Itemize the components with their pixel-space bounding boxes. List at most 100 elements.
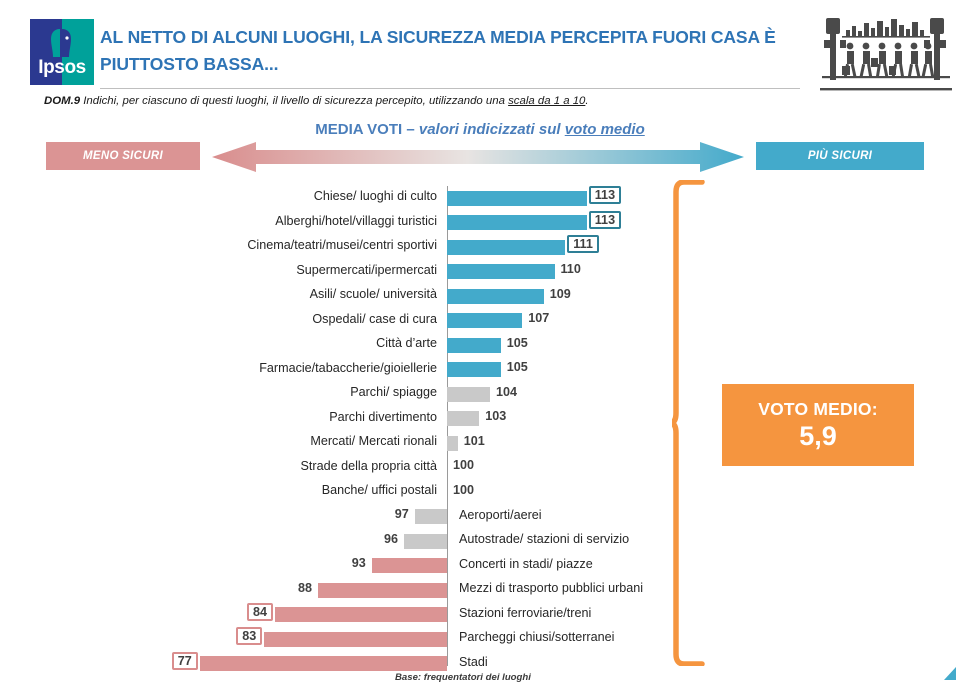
corner-mark-icon	[944, 667, 956, 680]
category-label: Stazioni ferroviarie/treni	[459, 605, 592, 620]
ipsos-face-logo-icon	[51, 29, 71, 57]
category-label: Cinema/teatri/musei/centri sportivi	[247, 238, 437, 252]
value-label: 83	[236, 627, 263, 645]
pedestrians-crossing-city-icon	[820, 18, 952, 91]
base-note: Base: frequentatori dei luoghi	[395, 672, 531, 683]
chart-row: Chiese/ luoghi di culto 113	[0, 186, 960, 211]
chart-row: Parcheggi chiusi/sotterranei 83	[0, 627, 960, 652]
value-label: 109	[549, 286, 571, 301]
bar-3	[447, 239, 566, 255]
value-label: 105	[506, 335, 528, 350]
category-label: Asili/ scuole/ università	[309, 287, 437, 301]
chart-title-bold: MEDIA VOTI –	[315, 121, 419, 138]
category-label: Banche/ uffici postali	[321, 483, 437, 497]
chart-row: Supermercati/ipermercati 110	[0, 260, 960, 285]
label-more-safe: PIÙ SICURI	[756, 142, 924, 170]
category-label: Aeroporti/aerei	[459, 507, 542, 522]
bar-chart: Chiese/ luoghi di culto 113 Alberghi/hotel…	[0, 178, 960, 674]
chart-title: MEDIA VOTI – valori indicizzati sul voto…	[0, 121, 960, 138]
bar-20	[199, 656, 447, 671]
category-label: Concerti in stadi/ piazze	[459, 556, 593, 571]
chart-row: Mezzi di trasporto pubblici urbani 88	[0, 578, 960, 603]
bar-14	[414, 509, 447, 524]
category-label: Stadi	[459, 654, 488, 669]
chart-row: Stadi 77	[0, 651, 960, 677]
value-label: 113	[588, 186, 622, 204]
chart-row: Cinema/teatri/musei/centri sportivi 111	[0, 235, 960, 260]
category-label: Chiese/ luoghi di culto	[313, 189, 437, 203]
question-text: Indichi, per ciascuno di questi luoghi, …	[80, 95, 509, 107]
chart-row: Autostrade/ stazioni di servizio 96	[0, 529, 960, 554]
question-line: DOM.9 Indichi, per ciascuno di questi lu…	[44, 95, 589, 107]
value-label: 77	[171, 651, 198, 670]
value-label: 101	[463, 433, 485, 448]
average-vote-callout: VOTO MEDIO: 5,9	[722, 384, 914, 466]
chart-row: Aeroporti/aerei 97	[0, 505, 960, 530]
category-label: Parchi divertimento	[329, 409, 437, 424]
chart-title-underlined: voto medio	[564, 121, 645, 138]
chart-row: Concerti in stadi/ piazze 93	[0, 554, 960, 579]
value-label: 88	[297, 580, 312, 595]
chart-row: Città d’arte 105	[0, 333, 960, 358]
callout-label: VOTO MEDIO:	[758, 398, 878, 419]
bar-6	[447, 313, 523, 328]
chart-row: Parchi/ spiagge 104	[0, 382, 960, 407]
value-label: 104	[496, 384, 518, 399]
category-label: Autostrade/ stazioni di servizio	[459, 532, 630, 546]
page-title: AL NETTO DI ALCUNI LUOGHI, LA SICUREZZA …	[100, 27, 776, 74]
chart-baseline-axis	[447, 186, 449, 666]
value-label: 107	[528, 311, 550, 325]
category-label: Città d’arte	[376, 336, 437, 350]
value-label: 93	[351, 556, 366, 570]
bar-8	[447, 362, 501, 377]
category-label: Supermercati/ipermercati	[296, 262, 437, 277]
category-label: Mercati/ Mercati rionali	[310, 434, 437, 448]
value-label: 103	[485, 409, 507, 423]
value-label: 110	[560, 262, 581, 276]
category-label: Ospedali/ case di cura	[312, 311, 437, 326]
value-label: 111	[567, 235, 599, 253]
chart-row: Mercati/ Mercati rionali 101	[0, 431, 960, 456]
ipsos-logo: Ipsos	[30, 19, 94, 85]
bar-5	[447, 288, 544, 304]
value-label: 100	[453, 482, 475, 497]
category-label: Strade della propria città	[300, 458, 437, 473]
chart-row: Ospedali/ case di cura 107	[0, 309, 960, 334]
ipsos-wordmark: Ipsos	[38, 57, 86, 78]
chart-row: Banche/ uffici postali 100	[0, 480, 960, 505]
chart-row: Parchi divertimento 103	[0, 407, 960, 432]
question-scale: scala da 1 a 10	[508, 95, 586, 107]
value-label: 105	[506, 360, 528, 374]
double-headed-arrow-icon	[212, 142, 744, 172]
bar-16	[371, 558, 447, 573]
value-label: 84	[246, 602, 273, 621]
category-label: Mezzi di trasporto pubblici urbani	[459, 581, 644, 595]
chart-row: Strade della propria città 100	[0, 456, 960, 481]
chart-title-italic: valori indicizzati sul	[418, 121, 565, 138]
value-label: 97	[394, 507, 409, 521]
chart-row: Farmacie/tabaccherie/gioiellerie 105	[0, 358, 960, 383]
bar-19	[264, 631, 447, 647]
value-label: 96	[383, 531, 398, 546]
question-end: .	[585, 95, 589, 107]
bar-15	[404, 533, 447, 549]
value-label: 113	[588, 210, 622, 229]
category-label: Farmacie/tabaccherie/gioiellerie	[259, 360, 437, 375]
value-label: 100	[453, 458, 475, 472]
label-less-safe: MENO SICURI	[46, 142, 200, 170]
bar-10	[447, 411, 480, 426]
bar-7	[447, 337, 501, 353]
bar-17	[318, 582, 447, 598]
bar-18	[275, 607, 447, 622]
bar-4	[447, 264, 555, 279]
chart-row: Stazioni ferroviarie/treni 84	[0, 602, 960, 628]
bar-11	[447, 435, 458, 451]
chart-row: Asili/ scuole/ università 109	[0, 284, 960, 309]
category-label: Parcheggi chiusi/sotterranei	[459, 630, 615, 644]
bar-9	[447, 386, 490, 402]
curly-brace-icon	[672, 180, 705, 666]
question-code: DOM.9	[44, 95, 81, 107]
bar-2	[447, 215, 587, 230]
callout-value: 5,9	[799, 420, 837, 451]
